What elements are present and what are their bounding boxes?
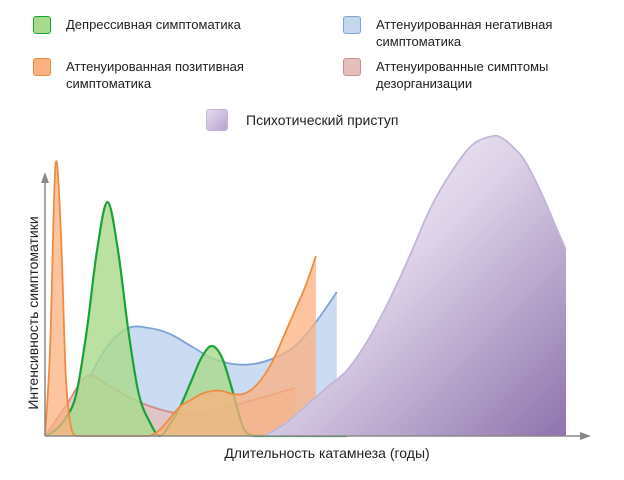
legend-item-disorganization: Аттенуированные симптомы дезорганизации (343, 58, 591, 92)
y-axis-arrow-icon (41, 172, 49, 183)
legend-item-positive: Аттенуированная позитивная симптоматика (33, 58, 276, 92)
series-area-depressive (45, 202, 348, 436)
legend-label-negative: Аттенуированная негативная симптоматика (376, 17, 553, 49)
legend-label-disorganization: Аттенуированные симптомы дезорганизации (376, 59, 549, 91)
legend-item-negative: Аттенуированная негативная симптоматика (343, 16, 601, 50)
legend-swatch-positive (33, 58, 51, 76)
legend-label-depressive: Депрессивная симптоматика (66, 17, 241, 32)
legend-item-depressive: Депрессивная симптоматика (33, 16, 241, 34)
legend-label-psychotic: Психотический приступ (246, 111, 399, 128)
series-area-psychotic (263, 135, 566, 436)
legend-label-positive: Аттенуированная позитивная симптоматика (66, 59, 244, 91)
x-axis-title: Длительность катамнеза (годы) (224, 445, 429, 461)
y-axis-title: Интенсивность симптоматики (25, 216, 41, 409)
series-line-positive (44, 160, 317, 437)
series-line-psychotic (263, 134, 567, 437)
legend-item-psychotic: Психотический приступ (206, 109, 399, 131)
x-axis-arrow-icon (580, 432, 591, 440)
legend-swatch-disorganization (343, 58, 361, 76)
series-area-positive (45, 161, 316, 436)
legend-swatch-psychotic (206, 109, 228, 131)
legend-swatch-negative (343, 16, 361, 34)
legend-swatch-depressive (33, 16, 51, 34)
